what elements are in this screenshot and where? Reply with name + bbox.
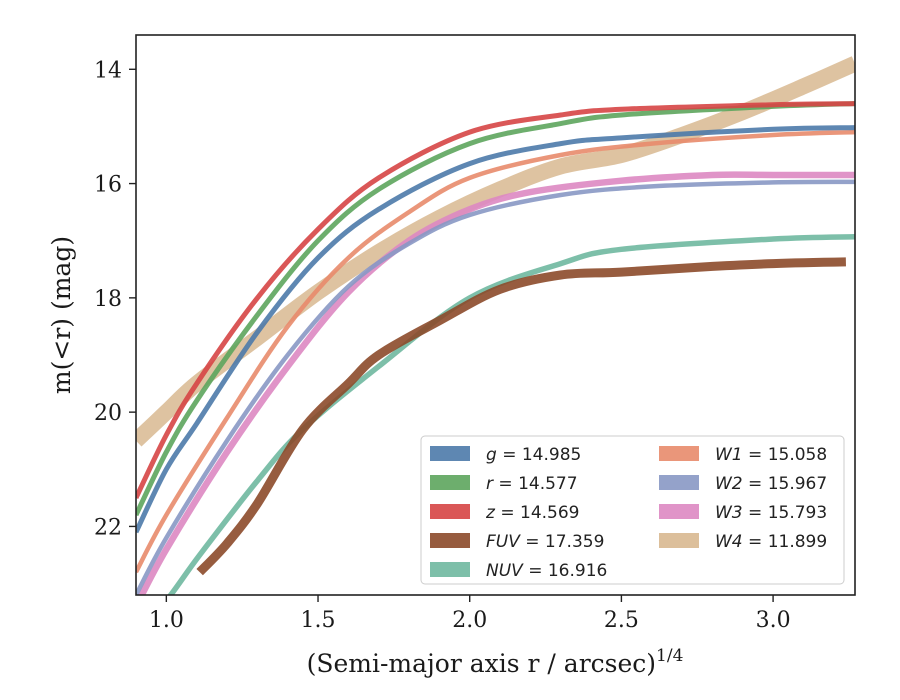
legend-value: 14.985 xyxy=(522,445,581,465)
x-axis: 1.0 1.5 2.0 2.5 3.0 xyxy=(149,595,791,633)
legend-item-fuv: FUV = 17.359 xyxy=(430,532,604,552)
y-tick-label: 18 xyxy=(94,287,122,312)
x-tick-label: 3.0 xyxy=(756,608,791,633)
legend-swatch xyxy=(430,562,470,577)
x-axis-title-main: (Semi-major axis r / arcsec) xyxy=(307,649,656,678)
legend-swatch xyxy=(430,475,470,490)
legend-band-name: W1 xyxy=(715,445,743,465)
legend-value: 11.899 xyxy=(768,532,827,552)
legend-band-name: W3 xyxy=(715,503,743,523)
series-line-g xyxy=(136,125,855,534)
legend-equals: = xyxy=(523,561,548,581)
legend-value: 14.569 xyxy=(520,503,579,523)
legend-swatch xyxy=(430,446,470,461)
legend-swatch xyxy=(430,533,470,548)
series-line-w3 xyxy=(138,171,855,595)
x-axis-title-exponent: 1/4 xyxy=(656,646,683,666)
x-axis-title: (Semi-major axis r / arcsec)1/4 xyxy=(307,646,684,678)
legend-label: FUV = 17.359 xyxy=(486,532,604,552)
y-tick-label: 16 xyxy=(94,173,122,198)
legend-equals: = xyxy=(743,445,768,465)
series-nuv xyxy=(167,233,855,595)
series-g xyxy=(136,125,855,534)
legend-equals: = xyxy=(495,503,520,523)
legend-value: 17.359 xyxy=(545,532,604,552)
legend-item-nuv: NUV = 16.916 xyxy=(430,561,607,581)
legend-label: W4 = 11.899 xyxy=(715,532,827,552)
legend-item-w4: W4 = 11.899 xyxy=(659,532,827,552)
legend-swatch xyxy=(659,533,699,548)
legend-item-z: z = 14.569 xyxy=(430,503,579,523)
series-line-z xyxy=(136,101,855,499)
x-tick-label: 2.0 xyxy=(452,608,487,633)
legend-value: 15.058 xyxy=(768,445,827,465)
legend-label: r = 14.577 xyxy=(486,474,578,494)
legend-value: 15.793 xyxy=(768,503,827,523)
legend-swatch xyxy=(430,504,470,519)
legend-value: 15.967 xyxy=(768,474,827,494)
legend-label: W2 = 15.967 xyxy=(715,474,827,494)
y-axis: 14 16 18 20 22 xyxy=(94,58,136,540)
legend-band-name: FUV xyxy=(486,532,521,552)
y-tick-label: 20 xyxy=(94,401,122,426)
legend-item-r: r = 14.577 xyxy=(430,474,578,494)
series-w1 xyxy=(136,129,855,574)
plot-frame xyxy=(135,34,856,596)
y-tick-label: 22 xyxy=(94,515,122,540)
legend-label: W1 = 15.058 xyxy=(715,445,827,465)
series-line-nuv xyxy=(167,233,855,595)
legend-band-name: W4 xyxy=(715,532,743,552)
legend-equals: = xyxy=(493,474,518,494)
legend-label: NUV = 16.916 xyxy=(486,561,607,581)
legend-swatch xyxy=(659,475,699,490)
legend-band-name: g xyxy=(486,445,497,465)
series-w2 xyxy=(136,179,855,595)
x-tick-label: 1.5 xyxy=(301,608,336,633)
series-layer xyxy=(136,56,855,595)
legend-value: 14.577 xyxy=(518,474,577,494)
legend-equals: = xyxy=(743,532,768,552)
series-line-w2 xyxy=(136,179,855,595)
y-axis-title: m(<r) (mag) xyxy=(47,236,76,394)
legend: g = 14.985 r = 14.577 z = 14.569 FUV = 17.3… xyxy=(420,435,845,585)
series-w3 xyxy=(138,171,855,595)
legend-value: 16.916 xyxy=(548,561,607,581)
legend-band-name: z xyxy=(485,503,496,523)
series-line-w4 xyxy=(136,56,855,447)
legend-swatch xyxy=(659,446,699,461)
legend-swatch xyxy=(659,504,699,519)
legend-item-g: g = 14.985 xyxy=(430,445,581,465)
legend-frame xyxy=(420,435,845,585)
x-tick-label: 2.5 xyxy=(604,608,639,633)
series-z xyxy=(136,101,855,499)
legend-band-name: r xyxy=(486,474,494,494)
legend-equals: = xyxy=(497,445,522,465)
x-tick-label: 1.0 xyxy=(149,608,184,633)
legend-item-w3: W3 = 15.793 xyxy=(659,503,827,523)
series-w4 xyxy=(136,56,855,447)
legend-equals: = xyxy=(520,532,545,552)
series-r xyxy=(136,101,855,517)
series-fuv xyxy=(196,257,846,576)
legend-band-name: W2 xyxy=(715,474,743,494)
series-line-w1 xyxy=(136,129,855,574)
legend-label: g = 14.985 xyxy=(486,445,581,465)
y-tick-label: 14 xyxy=(94,58,122,83)
legend-band-name: NUV xyxy=(486,561,524,581)
legend-item-w1: W1 = 15.058 xyxy=(659,445,827,465)
legend-equals: = xyxy=(743,503,768,523)
legend-label: W3 = 15.793 xyxy=(715,503,827,523)
series-line-r xyxy=(136,101,855,517)
legend-label: z = 14.569 xyxy=(485,503,579,523)
legend-equals: = xyxy=(743,474,768,494)
series-line-fuv xyxy=(196,257,846,576)
legend-item-w2: W2 = 15.967 xyxy=(659,474,827,494)
